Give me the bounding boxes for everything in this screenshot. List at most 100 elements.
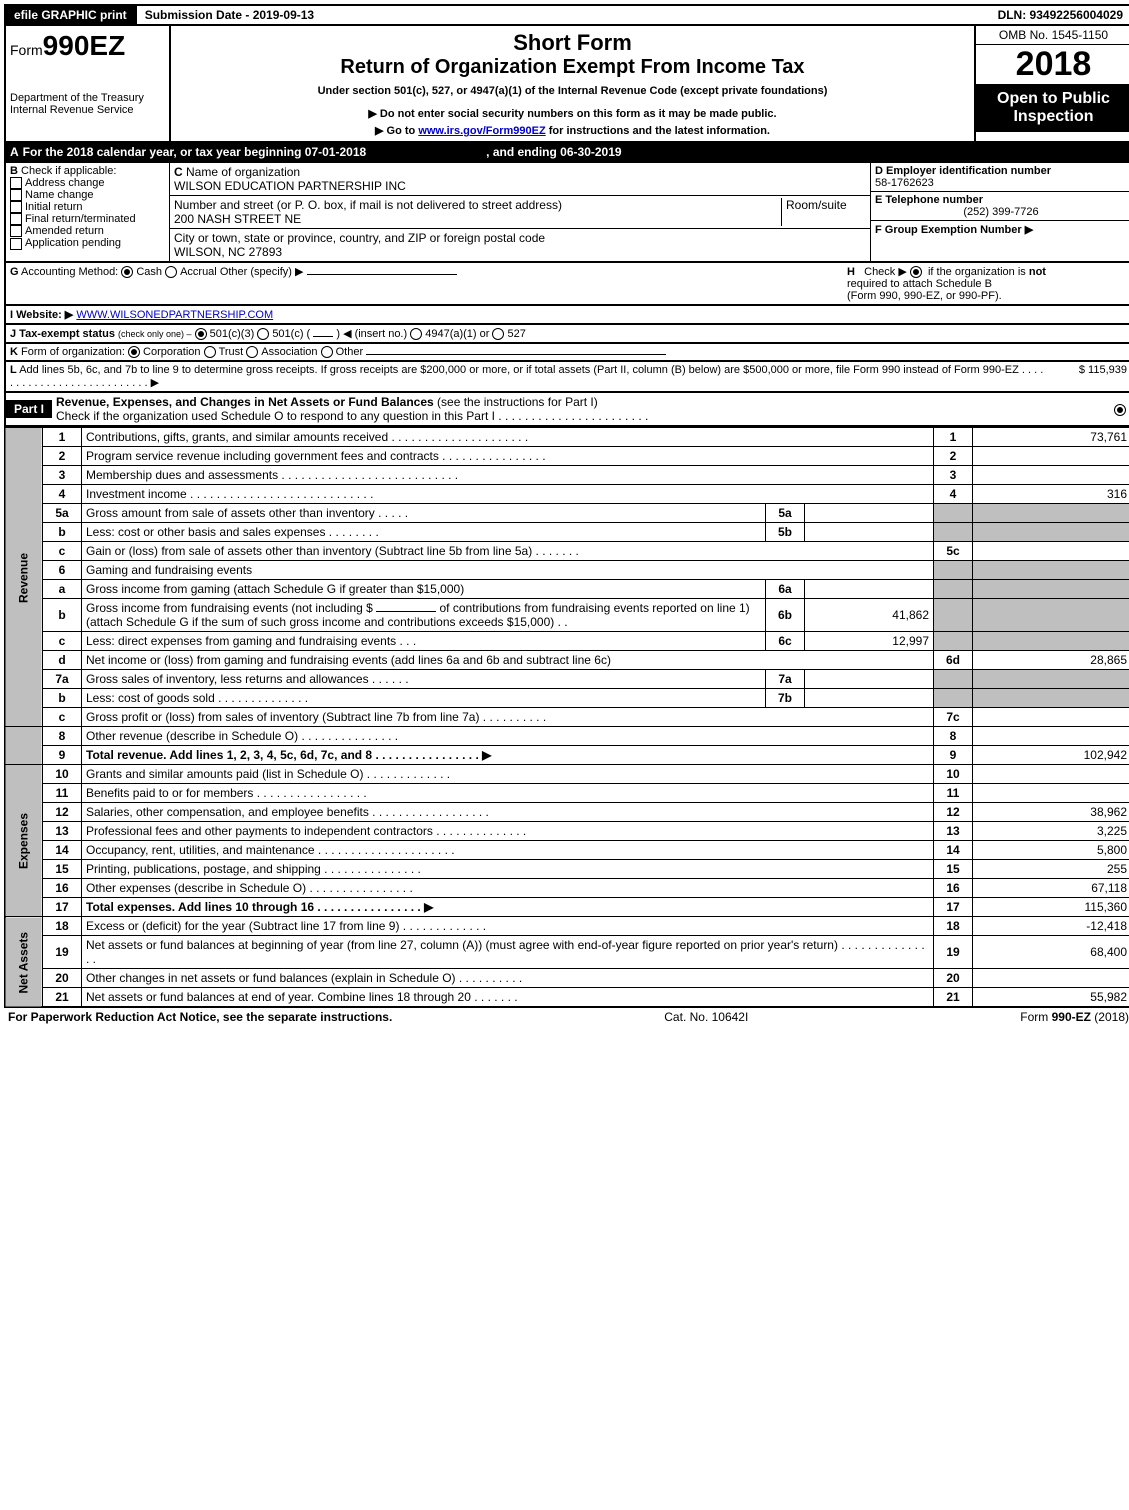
h-label: H (847, 266, 855, 278)
expenses-side-label: Expenses (5, 765, 43, 917)
l17-text: Total expenses. Add lines 10 through 16 … (82, 898, 934, 917)
footer-right-post: (2018) (1091, 1010, 1129, 1024)
radio-other-org[interactable] (321, 346, 333, 358)
line-4: 4 Investment income . . . . . . . . . . … (5, 485, 1129, 504)
line-16: 16 Other expenses (describe in Schedule … (5, 879, 1129, 898)
l-amount: $ 115,939 (1047, 364, 1127, 389)
line-11: 11 Benefits paid to or for members . . .… (5, 784, 1129, 803)
radio-cash[interactable] (121, 266, 133, 278)
l5b-text: Less: cost or other basis and sales expe… (82, 523, 766, 542)
l5a-greycol (934, 504, 973, 523)
l9-amt: 102,942 (973, 746, 1129, 765)
radio-accrual[interactable] (165, 266, 177, 278)
radio-trust[interactable] (204, 346, 216, 358)
l19-col: 19 (934, 936, 973, 969)
opt-address-change: Address change (25, 177, 105, 189)
l6a-num: a (43, 580, 82, 599)
line-10: Expenses 10 Grants and similar amounts p… (5, 765, 1129, 784)
form-990ez: 990EZ (43, 30, 126, 61)
city-row: City or town, state or province, country… (170, 229, 870, 261)
l13-amt: 3,225 (973, 822, 1129, 841)
h-not: not (1029, 266, 1046, 278)
radio-h[interactable] (910, 266, 922, 278)
l7b-greyamt (973, 689, 1129, 708)
street-address: 200 NASH STREET NE (174, 212, 301, 226)
footer-right-form: 990-EZ (1052, 1010, 1091, 1024)
l21-text: Net assets or fund balances at end of ye… (82, 988, 934, 1008)
row-a-text2: , and ending 06-30-2019 (486, 145, 621, 159)
checkbox-application-pending[interactable] (10, 238, 22, 250)
l6-num: 6 (43, 561, 82, 580)
other-org-line[interactable] (366, 354, 666, 355)
form-header-left: Form990EZ Department of the Treasury Int… (6, 26, 171, 141)
section-c: C Name of organization WILSON EDUCATION … (170, 163, 870, 261)
radio-4947[interactable] (410, 328, 422, 340)
l16-text: Other expenses (describe in Schedule O) … (82, 879, 934, 898)
l-label: L (10, 364, 17, 376)
insert-no-input[interactable] (313, 336, 333, 337)
goto-note: ▶ Go to www.irs.gov/Form990EZ for instru… (175, 124, 970, 137)
cash-label: Cash (136, 266, 162, 278)
radio-501c3[interactable] (195, 328, 207, 340)
l6b-blank[interactable] (376, 611, 436, 612)
checkbox-name-change[interactable] (10, 189, 22, 201)
l7c-text: Gross profit or (loss) from sales of inv… (82, 708, 934, 727)
l11-col: 11 (934, 784, 973, 803)
line-20: 20 Other changes in net assets or fund b… (5, 969, 1129, 988)
l5a-num: 5a (43, 504, 82, 523)
radio-corporation[interactable] (128, 346, 140, 358)
line-5a: 5a Gross amount from sale of assets othe… (5, 504, 1129, 523)
radio-association[interactable] (246, 346, 258, 358)
line-15: 15 Printing, publications, postage, and … (5, 860, 1129, 879)
l5b-inneramt (805, 523, 934, 542)
other-input-line[interactable] (307, 274, 457, 275)
l7c-amt (973, 708, 1129, 727)
l21-col: 21 (934, 988, 973, 1008)
radio-527[interactable] (492, 328, 504, 340)
line-21: 21 Net assets or fund balances at end of… (5, 988, 1129, 1008)
l7a-inneramt (805, 670, 934, 689)
org-name-row: C Name of organization WILSON EDUCATION … (170, 163, 870, 196)
other-specify: Other (specify) ▶ (220, 266, 304, 278)
part1-check[interactable] (1114, 404, 1126, 416)
l6d-col: 6d (934, 651, 973, 670)
tax-year: 2018 (976, 45, 1129, 84)
goto-pre: ▶ Go to (375, 125, 418, 137)
website-link[interactable]: WWW.WILSONEDPARTNERSHIP.COM (76, 309, 273, 321)
checkbox-amended-return[interactable] (10, 225, 22, 237)
opt-trust: Trust (219, 346, 244, 358)
opt-other-org: Other (336, 346, 364, 358)
radio-501c[interactable] (257, 328, 269, 340)
j-note: (check only one) – (118, 329, 192, 339)
l19-num: 19 (43, 936, 82, 969)
phone-value: (252) 399-7726 (875, 206, 1127, 218)
l9-col: 9 (934, 746, 973, 765)
l4-col: 4 (934, 485, 973, 504)
checkbox-initial-return[interactable] (10, 201, 22, 213)
line-7b: b Less: cost of goods sold . . . . . . .… (5, 689, 1129, 708)
l7b-num: b (43, 689, 82, 708)
checkbox-address-change[interactable] (10, 177, 22, 189)
irs-link[interactable]: www.irs.gov/Form990EZ (418, 125, 545, 137)
city-label: City or town, state or province, country… (174, 231, 545, 245)
l5b-num: b (43, 523, 82, 542)
section-b: B Check if applicable: Address change Na… (6, 163, 170, 261)
l16-col: 16 (934, 879, 973, 898)
opt-initial-return: Initial return (25, 201, 82, 213)
line-5c: c Gain or (loss) from sale of assets oth… (5, 542, 1129, 561)
l17-text-b: Total expenses. Add lines 10 through 16 … (86, 900, 433, 914)
footer: For Paperwork Reduction Act Notice, see … (4, 1008, 1129, 1026)
l5c-text: Gain or (loss) from sale of assets other… (82, 542, 934, 561)
l6a-greyamt (973, 580, 1129, 599)
accounting-method: Accounting Method: (21, 266, 118, 278)
line-19: 19 Net assets or fund balances at beginn… (5, 936, 1129, 969)
section-j: J Tax-exempt status (check only one) – 5… (4, 325, 1129, 344)
line-6c: c Less: direct expenses from gaming and … (5, 632, 1129, 651)
checkbox-final-return[interactable] (10, 213, 22, 225)
line-1: Revenue 1 Contributions, gifts, grants, … (5, 428, 1129, 447)
l15-amt: 255 (973, 860, 1129, 879)
l16-amt: 67,118 (973, 879, 1129, 898)
l5b-greycol (934, 523, 973, 542)
submission-date: Submission Date - 2019-09-13 (135, 6, 322, 24)
l21-amt: 55,982 (973, 988, 1129, 1008)
